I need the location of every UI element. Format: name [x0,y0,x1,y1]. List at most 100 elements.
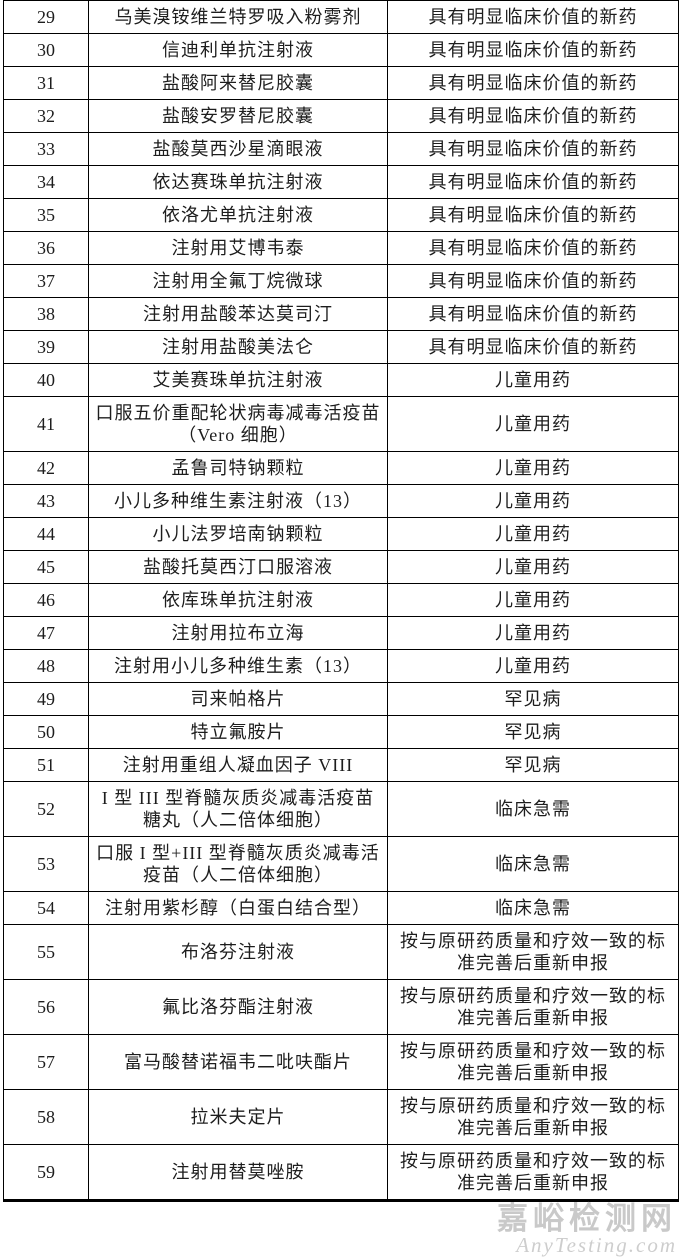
row-number-cell: 32 [3,99,89,133]
table-row: 29 乌美溴铵维兰特罗吸入粉雾剂 具有明显临床价值的新药 [3,0,679,34]
category-cell: 具有明显临床价值的新药 [387,198,679,232]
category-cell: 按与原研药质量和疗效一致的标准完善后重新申报 [387,924,679,980]
drug-name-cell: 小儿多种维生素注射液（13） [88,484,388,518]
table-row: 59 注射用替莫唑胺 按与原研药质量和疗效一致的标准完善后重新申报 [3,1144,679,1201]
table-body: 29 乌美溴铵维兰特罗吸入粉雾剂 具有明显临床价值的新药 30 信迪利单抗注射液 具有明显… [3,0,679,1201]
table-row: 35 依洛尤单抗注射液 具有明显临床价值的新药 [3,198,679,232]
category-cell: 儿童用药 [387,484,679,518]
category-cell: 儿童用药 [387,451,679,485]
category-cell: 儿童用药 [387,363,679,397]
row-number-cell: 58 [3,1089,89,1145]
table-row: 52 I 型 III 型脊髓灰质炎减毒活疫苗糖丸（人二倍体细胞） 临床急需 [3,781,679,837]
row-number-cell: 52 [3,781,89,837]
table-row: 56 氟比洛芬酯注射液 按与原研药质量和疗效一致的标准完善后重新申报 [3,979,679,1035]
category-cell: 具有明显临床价值的新药 [387,231,679,265]
table-row: 54 注射用紫杉醇（白蛋白结合型） 临床急需 [3,891,679,925]
table-row: 30 信迪利单抗注射液 具有明显临床价值的新药 [3,33,679,67]
category-cell: 临床急需 [387,891,679,925]
table-row: 32 盐酸安罗替尼胶囊 具有明显临床价值的新药 [3,99,679,133]
row-number-cell: 41 [3,396,89,452]
row-number-cell: 31 [3,66,89,100]
drug-name-cell: 依达赛珠单抗注射液 [88,165,388,199]
row-number-cell: 56 [3,979,89,1035]
drug-name-cell: 富马酸替诺福韦二吡呋酯片 [88,1034,388,1090]
row-number-cell: 43 [3,484,89,518]
category-cell: 具有明显临床价值的新药 [387,0,679,34]
category-cell: 按与原研药质量和疗效一致的标准完善后重新申报 [387,1089,679,1145]
table-row: 41 口服五价重配轮状病毒减毒活疫苗（Vero 细胞） 儿童用药 [3,396,679,452]
drug-name-cell: 注射用盐酸苯达莫司汀 [88,297,388,331]
drug-name-cell: 拉米夫定片 [88,1089,388,1145]
category-cell: 儿童用药 [387,550,679,584]
drug-name-cell: 盐酸莫西沙星滴眼液 [88,132,388,166]
drug-name-cell: 特立氟胺片 [88,715,388,749]
drug-name-cell: 布洛芬注射液 [88,924,388,980]
category-cell: 具有明显临床价值的新药 [387,264,679,298]
category-cell: 儿童用药 [387,649,679,683]
row-number-cell: 53 [3,836,89,892]
drug-name-cell: 注射用小儿多种维生素（13） [88,649,388,683]
drug-name-cell: 注射用紫杉醇（白蛋白结合型） [88,891,388,925]
table-row: 31 盐酸阿来替尼胶囊 具有明显临床价值的新药 [3,66,679,100]
drug-name-cell: 口服 I 型+III 型脊髓灰质炎减毒活疫苗（人二倍体细胞） [88,836,388,892]
watermark-site-url: AnyTesting.com [516,1233,677,1257]
table-row: 47 注射用拉布立海 儿童用药 [3,616,679,650]
drug-name-cell: 注射用全氟丁烷微球 [88,264,388,298]
row-number-cell: 57 [3,1034,89,1090]
drug-name-cell: 注射用替莫唑胺 [88,1144,388,1201]
drug-name-cell: 艾美赛珠单抗注射液 [88,363,388,397]
table-row: 34 依达赛珠单抗注射液 具有明显临床价值的新药 [3,165,679,199]
table-row: 38 注射用盐酸苯达莫司汀 具有明显临床价值的新药 [3,297,679,331]
table-row: 49 司来帕格片 罕见病 [3,682,679,716]
row-number-cell: 49 [3,682,89,716]
row-number-cell: 47 [3,616,89,650]
table-row: 37 注射用全氟丁烷微球 具有明显临床价值的新药 [3,264,679,298]
drug-name-cell: 注射用盐酸美法仑 [88,330,388,364]
row-number-cell: 59 [3,1144,89,1201]
category-cell: 罕见病 [387,748,679,782]
row-number-cell: 33 [3,132,89,166]
drug-name-cell: I 型 III 型脊髓灰质炎减毒活疫苗糖丸（人二倍体细胞） [88,781,388,837]
row-number-cell: 30 [3,33,89,67]
site-watermark: 嘉峪检测网 AnyTesting.com [497,1193,677,1258]
drug-name-cell: 依库珠单抗注射液 [88,583,388,617]
row-number-cell: 46 [3,583,89,617]
category-cell: 罕见病 [387,682,679,716]
row-number-cell: 38 [3,297,89,331]
drug-name-cell: 依洛尤单抗注射液 [88,198,388,232]
category-cell: 具有明显临床价值的新药 [387,66,679,100]
drug-name-cell: 司来帕格片 [88,682,388,716]
row-number-cell: 29 [3,0,89,34]
drug-name-cell: 盐酸阿来替尼胶囊 [88,66,388,100]
category-cell: 按与原研药质量和疗效一致的标准完善后重新申报 [387,1144,679,1201]
table-row: 46 依库珠单抗注射液 儿童用药 [3,583,679,617]
category-cell: 罕见病 [387,715,679,749]
row-number-cell: 40 [3,363,89,397]
table-row: 53 口服 I 型+III 型脊髓灰质炎减毒活疫苗（人二倍体细胞） 临床急需 [3,836,679,892]
drug-name-cell: 盐酸安罗替尼胶囊 [88,99,388,133]
drug-name-cell: 小儿法罗培南钠颗粒 [88,517,388,551]
category-cell: 临床急需 [387,781,679,837]
row-number-cell: 34 [3,165,89,199]
table-row: 42 孟鲁司特钠颗粒 儿童用药 [3,451,679,485]
row-number-cell: 36 [3,231,89,265]
drug-name-cell: 口服五价重配轮状病毒减毒活疫苗（Vero 细胞） [88,396,388,452]
row-number-cell: 50 [3,715,89,749]
category-cell: 儿童用药 [387,396,679,452]
row-number-cell: 55 [3,924,89,980]
drug-name-cell: 乌美溴铵维兰特罗吸入粉雾剂 [88,0,388,34]
table-row: 51 注射用重组人凝血因子 VIII 罕见病 [3,748,679,782]
category-cell: 具有明显临床价值的新药 [387,330,679,364]
table-row: 57 富马酸替诺福韦二吡呋酯片 按与原研药质量和疗效一致的标准完善后重新申报 [3,1034,679,1090]
category-cell: 具有明显临床价值的新药 [387,165,679,199]
category-cell: 具有明显临床价值的新药 [387,99,679,133]
row-number-cell: 44 [3,517,89,551]
row-number-cell: 45 [3,550,89,584]
drug-name-cell: 注射用拉布立海 [88,616,388,650]
category-cell: 儿童用药 [387,517,679,551]
table-row: 58 拉米夫定片 按与原研药质量和疗效一致的标准完善后重新申报 [3,1089,679,1145]
table-row: 55 布洛芬注射液 按与原研药质量和疗效一致的标准完善后重新申报 [3,924,679,980]
category-cell: 儿童用药 [387,583,679,617]
drug-name-cell: 氟比洛芬酯注射液 [88,979,388,1035]
category-cell: 具有明显临床价值的新药 [387,297,679,331]
